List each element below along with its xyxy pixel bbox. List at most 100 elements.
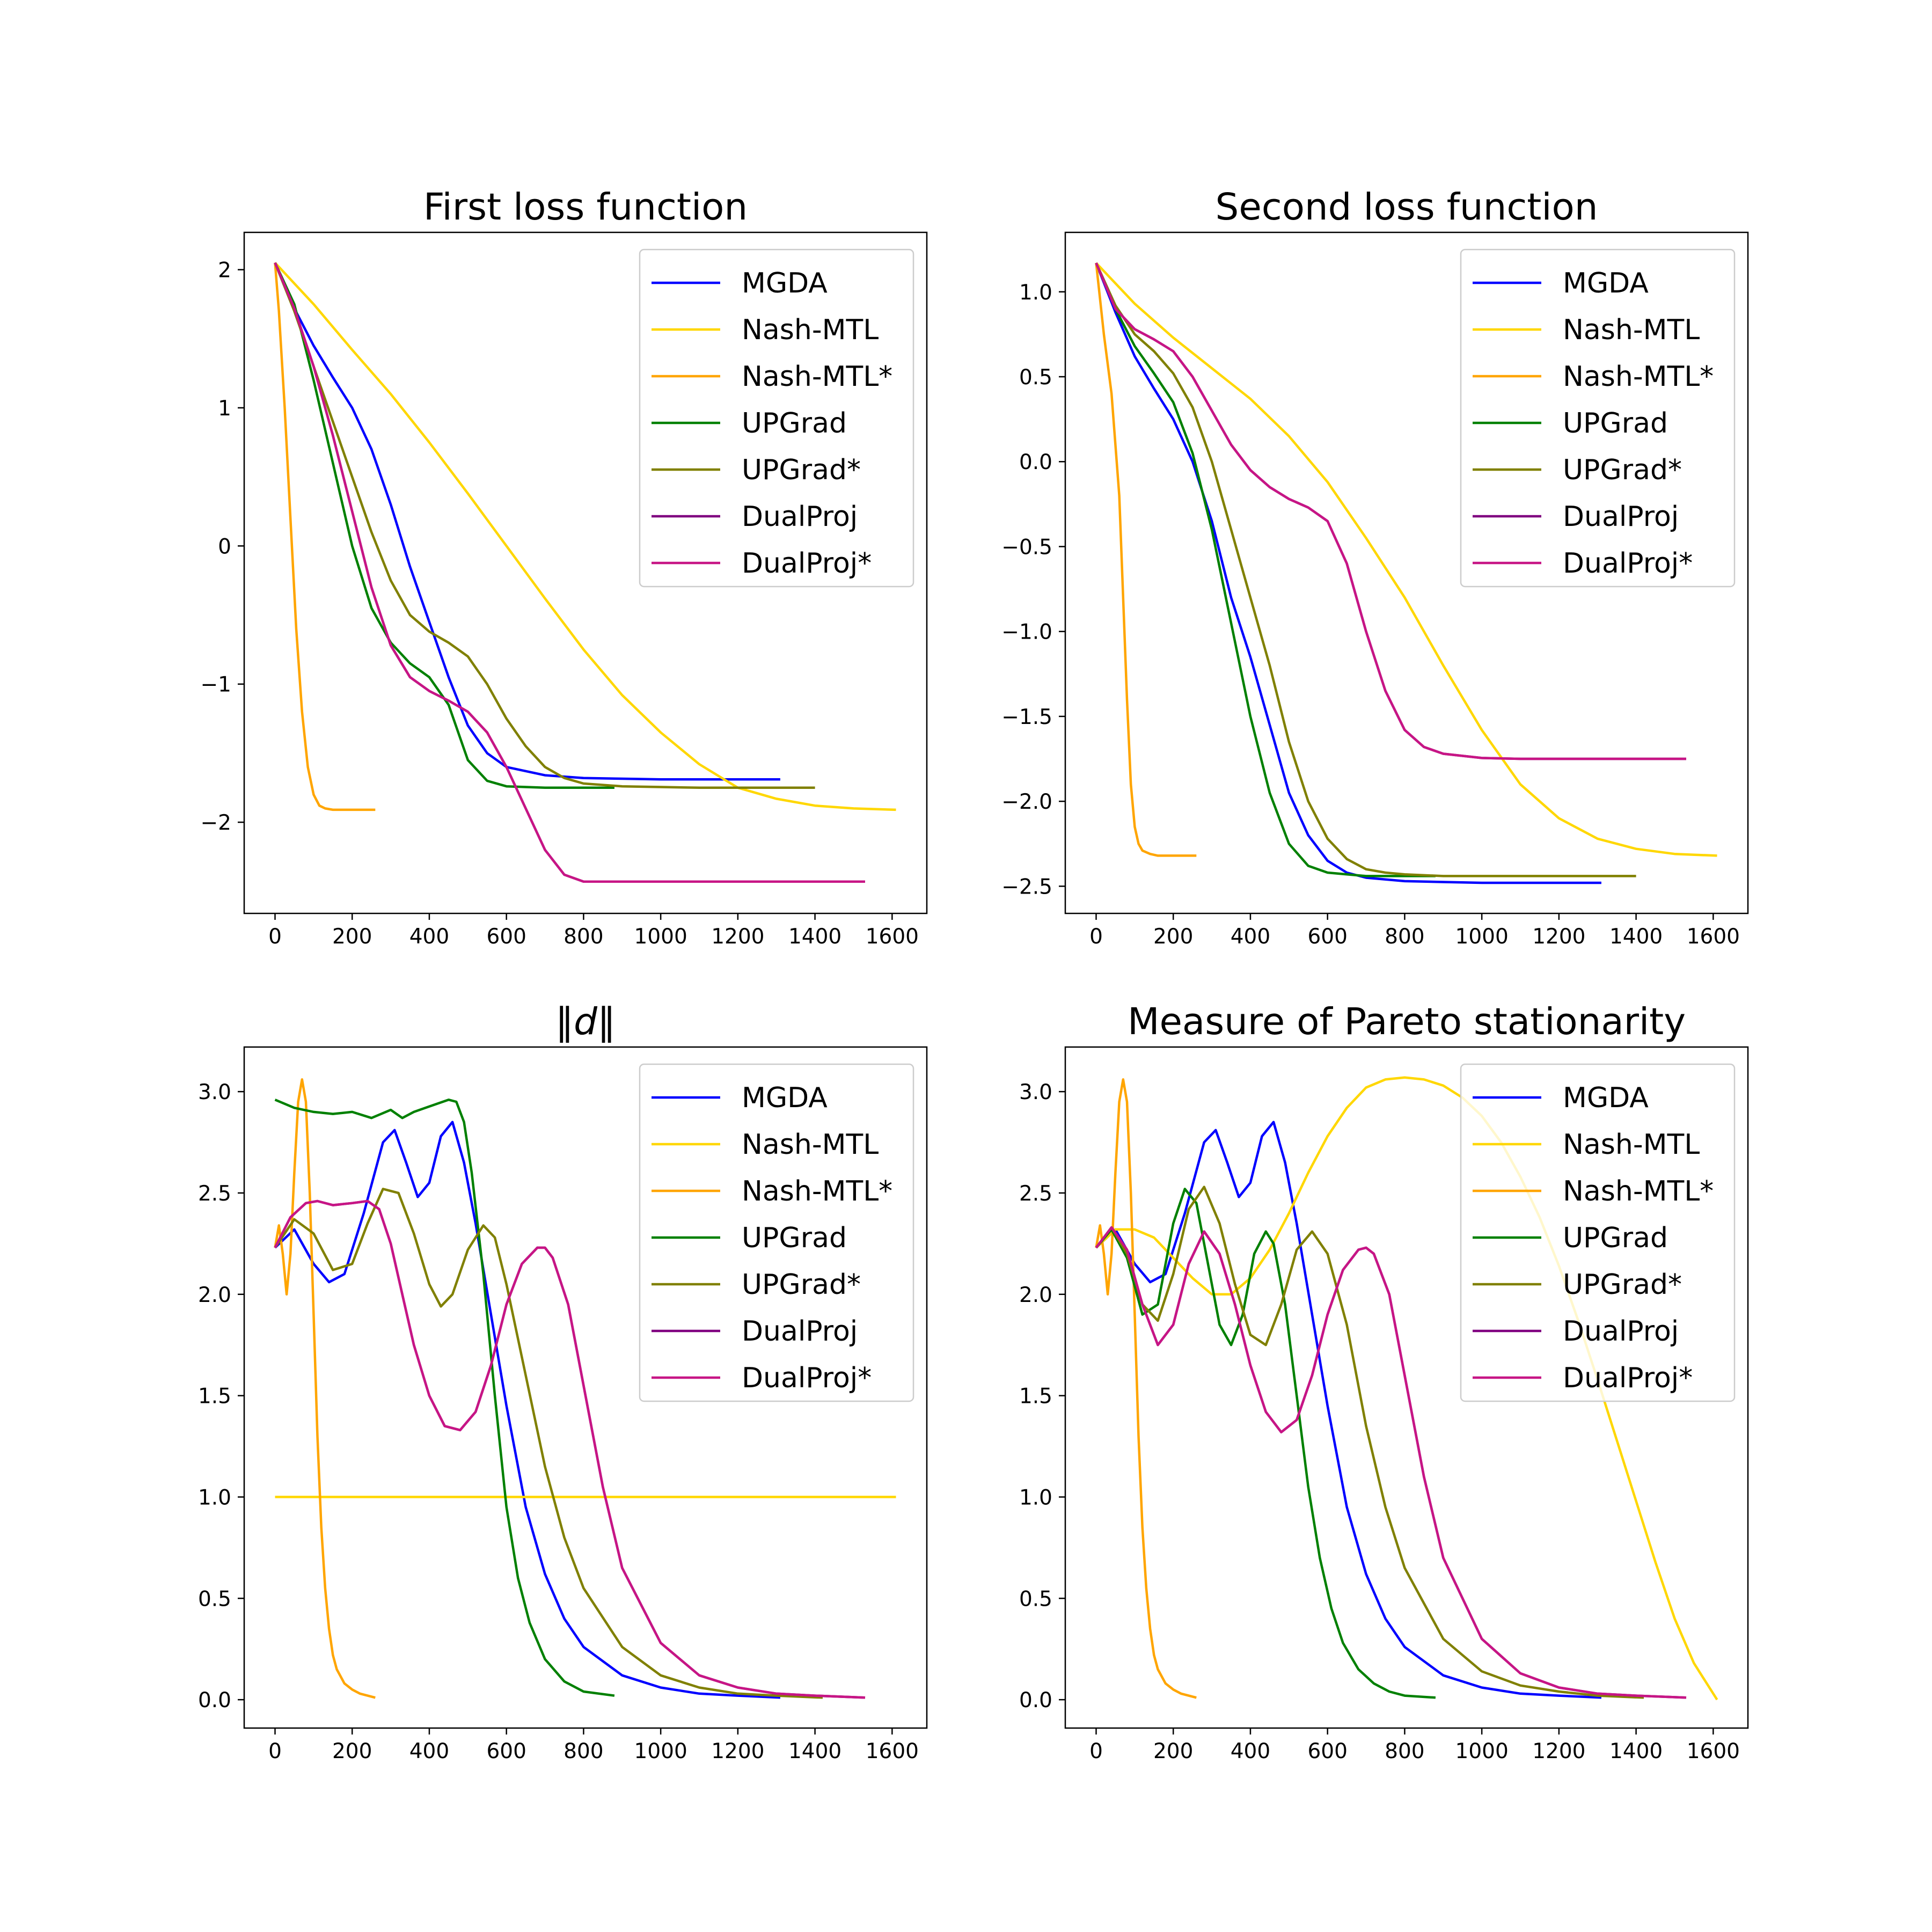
chart-title: Second loss function (1216, 186, 1598, 229)
x-tick-label: 800 (564, 1739, 603, 1763)
series-line-upgrad (1095, 262, 1436, 877)
legend-label: UPGrad (742, 1222, 847, 1254)
series-line-dualproj-star (1095, 1226, 1687, 1699)
y-tick-label: 0.5 (198, 1587, 231, 1611)
legend-label: MGDA (1563, 1082, 1649, 1114)
y-tick-label: 2.0 (198, 1283, 231, 1307)
x-tick-label: 0 (268, 925, 282, 949)
legend: MGDA Nash-MTL Nash-MTL* UPGrad UPGrad* DualPr… (1460, 248, 1736, 588)
series-line-upgrad-star (1095, 1185, 1644, 1699)
legend-label: Nash-MTL* (742, 361, 892, 393)
series-line-upgrad-star (274, 1188, 823, 1699)
y-tick-label: −1.5 (1001, 705, 1052, 729)
x-tick-label: 1400 (1609, 1739, 1663, 1763)
series-line-nash-mtl-star (1095, 262, 1197, 857)
y-tick-label: −1 (201, 673, 232, 697)
series-group (274, 262, 896, 883)
chart-title: Measure of Pareto stationarity (1128, 1000, 1686, 1043)
chart-panel-3: 0 200 400 600 800 1000 1200 1400 1600 0.0 0.5 1.0 1.… (198, 1000, 928, 1763)
y-tick-label: 0 (218, 535, 231, 559)
y-tick-label: −1.0 (1001, 620, 1052, 645)
y-tick-label: 1.0 (198, 1485, 231, 1510)
legend-label: DualProj* (742, 1362, 872, 1394)
x-tick-label: 1400 (788, 1739, 841, 1763)
y-tick-label: −2 (201, 811, 232, 835)
legend-label: Nash-MTL* (1563, 1175, 1714, 1208)
legend-label: Nash-MTL* (742, 1175, 892, 1208)
x-tick-label: 200 (1153, 925, 1193, 949)
x-tick-label: 1200 (1532, 925, 1585, 949)
y-tick-label: 3.0 (198, 1080, 231, 1104)
legend: MGDA Nash-MTL Nash-MTL* UPGrad UPGrad* DualPr… (639, 1063, 914, 1402)
series-line-upgrad (274, 262, 614, 789)
legend-label: Nash-MTL (742, 1129, 879, 1161)
y-tick-label: 2.5 (198, 1182, 231, 1206)
y-tick-label: −2.0 (1001, 790, 1052, 814)
x-tick-label: 0 (1089, 1739, 1103, 1763)
legend-box (1460, 248, 1736, 588)
legend-label: UPGrad* (742, 1269, 861, 1301)
series-line-mgda (1095, 1121, 1602, 1699)
legend-box (1460, 1063, 1736, 1402)
y-tick-label: 2.5 (1019, 1182, 1052, 1206)
y-tick-label: 0.5 (1019, 1587, 1052, 1611)
chart-title: ‖d‖ (555, 1000, 616, 1043)
y-tick-label: 3.0 (1019, 1080, 1052, 1104)
x-tick-label: 200 (332, 925, 372, 949)
x-tick-label: 1600 (866, 925, 919, 949)
y-tick-label: 1 (218, 397, 231, 421)
y-tick-label: 0.0 (1019, 1688, 1052, 1713)
x-tick-label: 1000 (634, 1739, 687, 1763)
legend-label: DualProj (742, 501, 858, 533)
series-line-nash-mtl-star (274, 1078, 376, 1699)
legend-label: UPGrad* (1563, 1269, 1682, 1301)
legend-label: Nash-MTL (1563, 1129, 1700, 1161)
y-tick-label: 1.5 (198, 1385, 231, 1409)
chart-panel-2: 0 200 400 600 800 1000 1200 1400 1600 −2.5 −2.0 −1.… (1001, 186, 1749, 949)
x-tick-label: 0 (268, 1739, 282, 1763)
legend-box (639, 1063, 914, 1402)
chart-panel-4: 0 200 400 600 800 1000 1200 1400 1600 0.0 0.5 1.0 1.… (1019, 1000, 1749, 1763)
series-line-nash-mtl (274, 262, 896, 811)
y-tick-label: 1.0 (1019, 1485, 1052, 1510)
series-line-mgda (1095, 262, 1601, 884)
x-tick-label: 1200 (1532, 1739, 1585, 1763)
legend-label: MGDA (742, 1082, 828, 1114)
y-tick-label: 1.0 (1019, 281, 1052, 305)
legend-box (639, 248, 914, 588)
x-tick-label: 400 (1231, 925, 1270, 949)
series-line-upgrad-star (1095, 262, 1636, 877)
y-tick-label: −2.5 (1001, 875, 1052, 899)
y-tick-label: 1.5 (1019, 1385, 1052, 1409)
chart-panel-1: 0 200 400 600 800 1000 1200 1400 1600 −2 −1 0 1 2 Firs… (201, 186, 928, 949)
x-tick-label: 600 (486, 1739, 526, 1763)
legend-label: DualProj (742, 1315, 858, 1348)
y-tick-label: 2 (218, 258, 231, 282)
x-tick-label: 400 (409, 1739, 449, 1763)
series-line-mgda (274, 262, 780, 781)
x-tick-label: 0 (1089, 925, 1103, 949)
series-group (1095, 262, 1717, 884)
x-tick-label: 1600 (1687, 925, 1740, 949)
x-tick-label: 600 (1307, 925, 1347, 949)
series-line-dualproj-star (274, 1199, 866, 1699)
legend-label: MGDA (1563, 267, 1649, 299)
x-tick-label: 800 (564, 925, 603, 949)
x-tick-label: 1200 (711, 925, 764, 949)
series-group (1095, 1076, 1718, 1701)
legend-label: DualProj* (1563, 1362, 1693, 1394)
series-line-upgrad-star (274, 262, 815, 789)
legend-label: Nash-MTL (1563, 314, 1700, 346)
axes-frame (243, 231, 928, 914)
legend-label: MGDA (742, 267, 828, 299)
legend-label: UPGrad (1563, 407, 1668, 440)
y-tick-label: 0.0 (198, 1688, 231, 1713)
x-tick-label: 400 (1231, 1739, 1270, 1763)
x-tick-label: 1000 (634, 925, 687, 949)
chart-title: First loss function (423, 186, 748, 229)
x-tick-label: 1400 (1609, 925, 1663, 949)
series-line-nash-mtl-star (274, 262, 376, 811)
legend-label: UPGrad* (742, 454, 861, 486)
x-tick-label: 800 (1385, 925, 1424, 949)
